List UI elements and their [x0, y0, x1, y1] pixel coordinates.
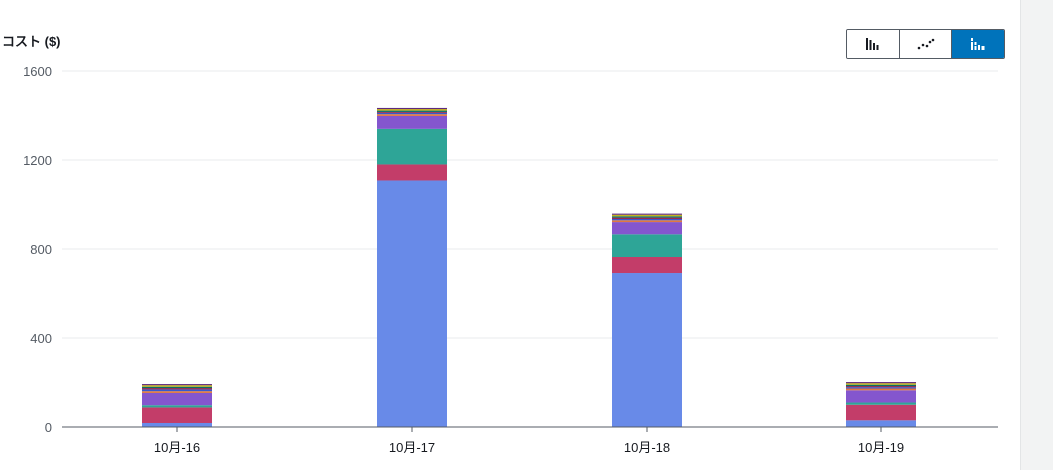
stacked-bar-chart: 0 400 800 1200 1600 10月-16 10月-17 10月-18 10月-19 — [23, 64, 998, 455]
chart-area: コスト ($) — [2, 29, 1005, 455]
bar-segment[interactable] — [142, 407, 212, 423]
bar-segment[interactable] — [612, 213, 682, 215]
bar-segment[interactable] — [142, 405, 212, 408]
bar-segment[interactable] — [846, 387, 916, 389]
y-axis-label: コスト ($) — [2, 34, 61, 49]
bar-segment[interactable] — [846, 382, 916, 384]
bar-segment[interactable] — [377, 128, 447, 165]
y-tick-label: 1200 — [23, 153, 52, 168]
bar-segment[interactable] — [612, 214, 682, 217]
bar-segment[interactable] — [846, 383, 916, 385]
bar-segment[interactable] — [377, 109, 447, 111]
y-tick-label: 0 — [45, 420, 52, 435]
bar-segment[interactable] — [612, 217, 682, 219]
stacked-bar-chart-button[interactable] — [952, 30, 1004, 58]
axes: 0 400 800 1200 1600 10月-16 10月-17 10月-18 10月-19 — [23, 64, 998, 455]
right-side-panel — [1020, 0, 1053, 470]
x-tick-label: 10月-19 — [858, 440, 904, 455]
bar-segment[interactable] — [377, 164, 447, 181]
stacked-bar-chart-icon — [971, 38, 985, 50]
x-tick-label: 10月-17 — [389, 440, 435, 455]
x-tick-label: 10月-16 — [154, 440, 200, 455]
bar-segment[interactable] — [377, 107, 447, 110]
bar-segment[interactable] — [846, 404, 916, 421]
bar-segment[interactable] — [142, 391, 212, 393]
bar-segment[interactable] — [377, 110, 447, 112]
y-tick-label: 800 — [30, 242, 52, 257]
bar-segment[interactable] — [142, 422, 212, 427]
x-tick-label: 10月-18 — [624, 440, 670, 455]
bar-segment[interactable] — [612, 222, 682, 235]
bar-segment[interactable] — [142, 385, 212, 387]
bar-segment[interactable] — [142, 386, 212, 389]
bar-segment[interactable] — [612, 216, 682, 218]
line-chart-icon — [917, 38, 934, 50]
bar-segment[interactable] — [846, 386, 916, 388]
line-chart-button[interactable] — [899, 30, 953, 58]
bar-segment[interactable] — [142, 392, 212, 406]
bar-segment[interactable] — [377, 114, 447, 116]
bar-segment[interactable] — [846, 402, 916, 405]
bar-segment[interactable] — [846, 384, 916, 387]
y-tick-label: 1600 — [23, 64, 52, 79]
bar-segment[interactable] — [377, 180, 447, 427]
bar-segment[interactable] — [846, 420, 916, 427]
bar-segment[interactable] — [846, 390, 916, 403]
bar-segment[interactable] — [612, 234, 682, 258]
bar-segment[interactable] — [142, 384, 212, 386]
gridlines — [62, 70, 998, 339]
bar-segment[interactable] — [612, 273, 682, 427]
bars — [142, 107, 916, 427]
bar-segment[interactable] — [612, 218, 682, 221]
bar-segment[interactable] — [142, 388, 212, 390]
bar-segment[interactable] — [377, 115, 447, 129]
bar-chart-icon — [865, 38, 879, 50]
bar-segment[interactable] — [377, 111, 447, 113]
bar-segment[interactable] — [142, 389, 212, 392]
bar-chart-button[interactable] — [847, 30, 900, 58]
y-tick-label: 400 — [30, 331, 52, 346]
chart-type-toggle — [846, 29, 1005, 59]
bar-segment[interactable] — [612, 220, 682, 223]
bar-segment[interactable] — [377, 112, 447, 115]
bar-segment[interactable] — [846, 388, 916, 391]
bar-segment[interactable] — [612, 257, 682, 274]
